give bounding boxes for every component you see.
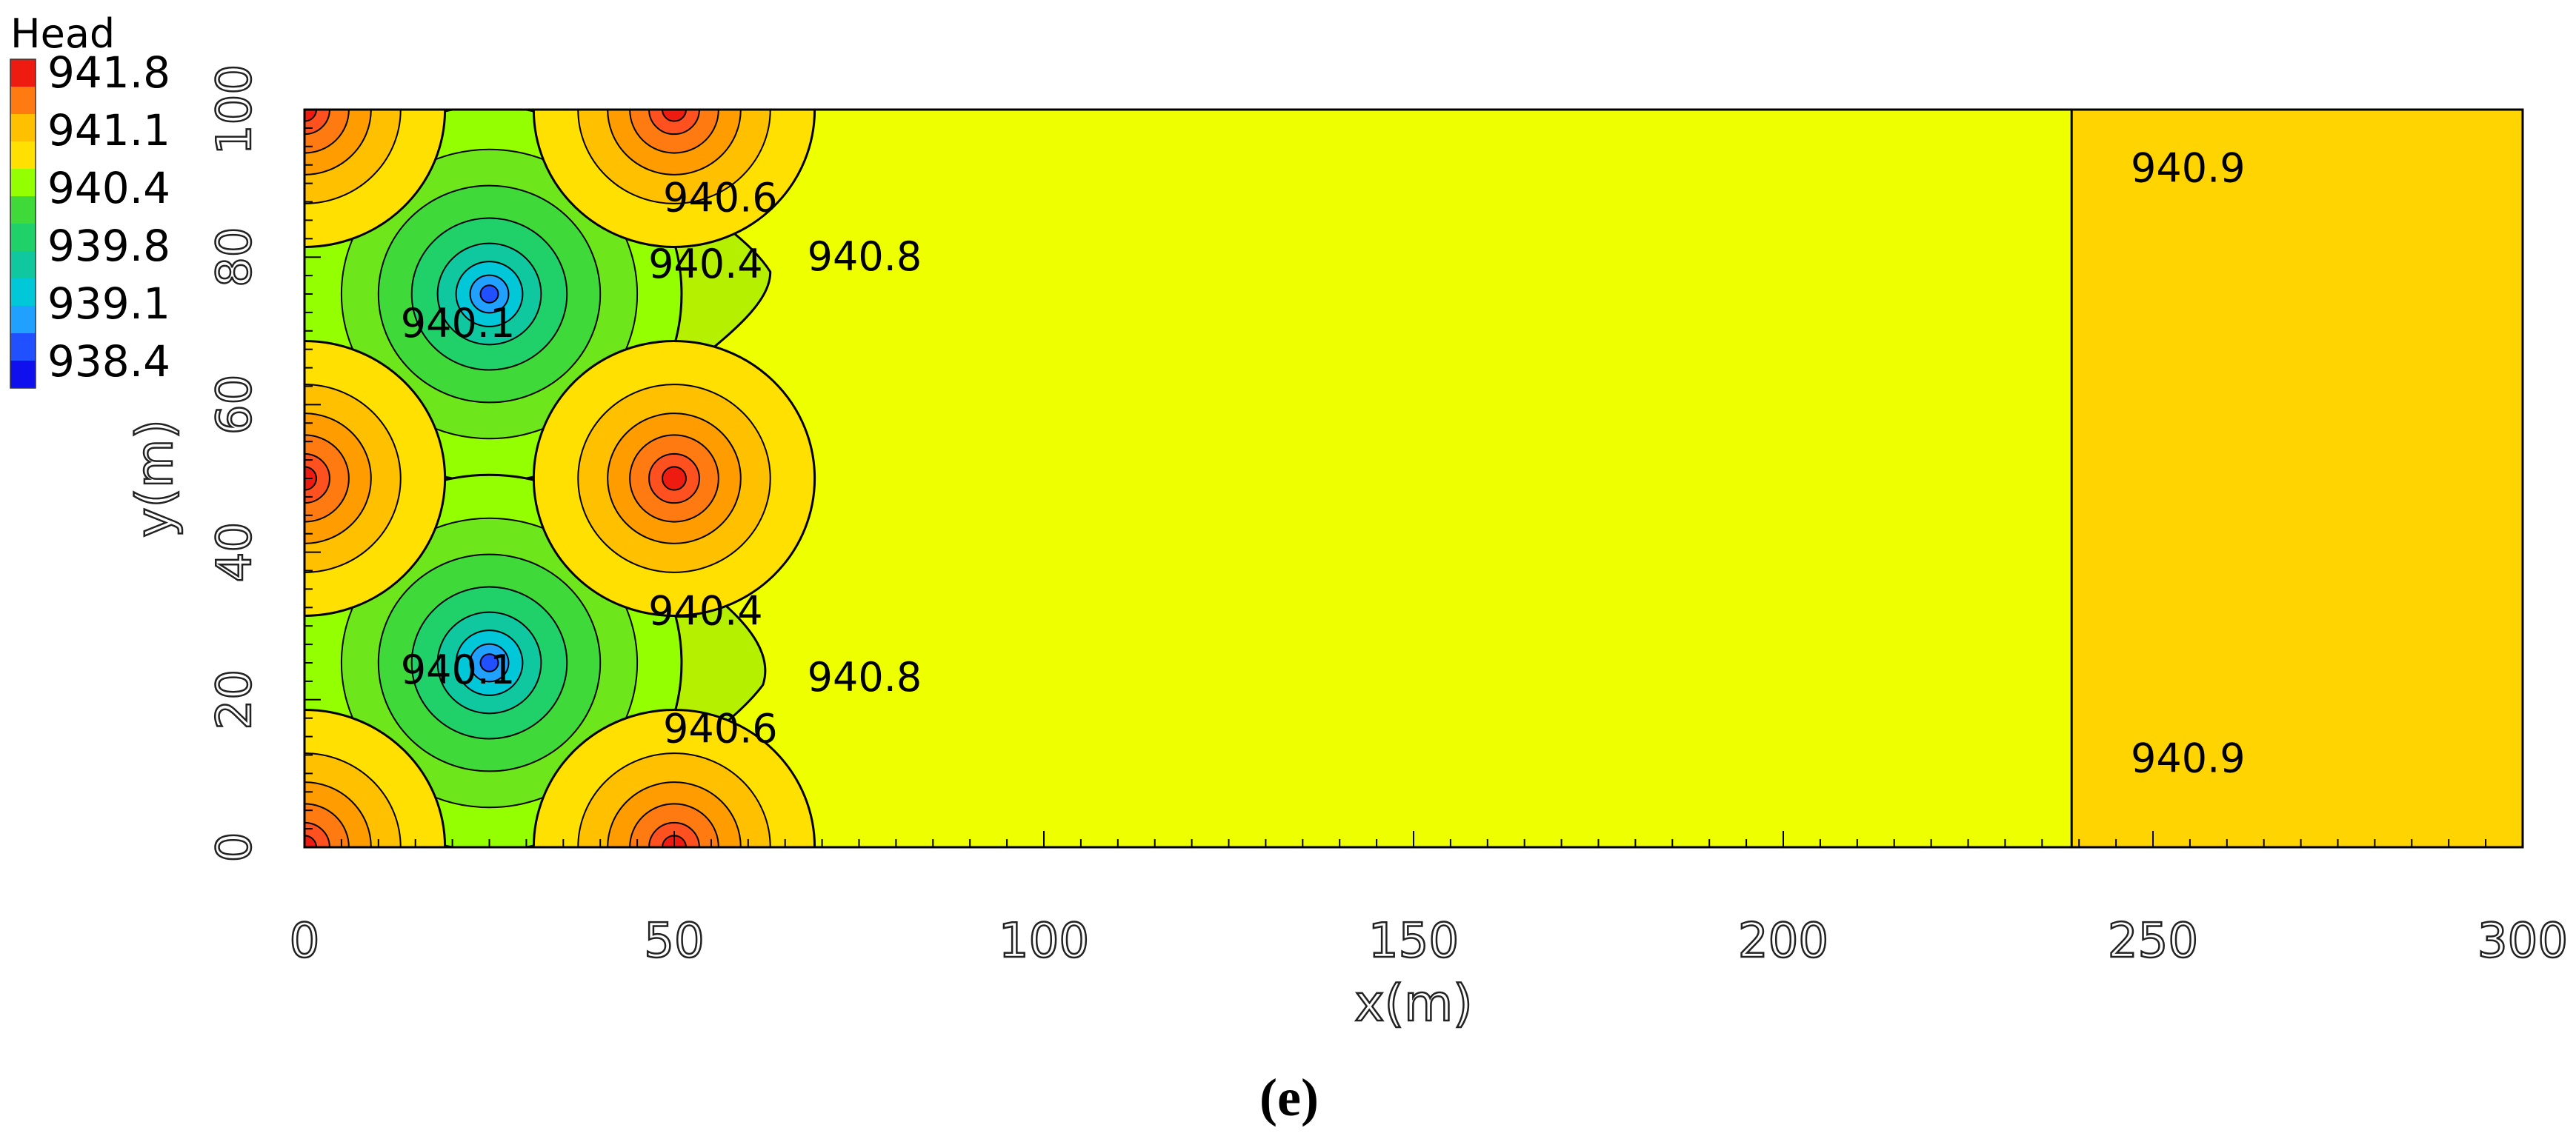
contour-ring-8 <box>479 284 499 304</box>
legend-swatch <box>10 196 36 224</box>
x-tick-label: 250 <box>2108 914 2198 969</box>
plot-area <box>304 110 2523 847</box>
y-tick-label: 20 <box>207 669 262 729</box>
y-tick-label: 40 <box>207 522 262 582</box>
contour-label-4: 940.1 <box>401 300 516 347</box>
legend-swatch <box>10 224 36 252</box>
legend-swatch <box>10 361 36 389</box>
legend-swatch <box>10 333 36 361</box>
legend-swatch <box>10 114 36 142</box>
well-injection-8 <box>304 709 447 847</box>
figure-caption: (e) <box>1259 1068 1319 1127</box>
axes: 0 50 100 150 200 250 300 0 20 40 60 80 100 <box>207 64 2569 970</box>
legend-label: 941.8 <box>47 47 170 98</box>
contour-ring-6 <box>662 466 687 491</box>
x-tick-label: 300 <box>2477 914 2568 969</box>
contour-label-3: 940.8 <box>808 233 922 280</box>
well-injection-3 <box>532 110 816 248</box>
y-axis-label: y(m) <box>126 419 184 538</box>
legend-label: 940.4 <box>47 163 170 213</box>
contour-fills <box>304 110 816 847</box>
contour-label-10: 940.9 <box>2131 735 2246 781</box>
legend-swatch <box>10 169 36 197</box>
legend-swatch <box>10 278 36 307</box>
legend-title: Head <box>10 10 115 57</box>
legend-label: 939.1 <box>47 278 170 329</box>
contour-label-5: 940.4 <box>648 587 763 634</box>
legend-swatch <box>10 251 36 279</box>
legend-label: 939.8 <box>47 221 170 271</box>
well-injection-6 <box>304 110 447 248</box>
x-tick-label: 150 <box>1368 914 1459 969</box>
x-axis-label: x(m) <box>1354 975 1473 1033</box>
x-tick-label: 200 <box>1738 914 1828 969</box>
contour-label-8: 940.6 <box>663 706 778 752</box>
legend-swatch <box>10 59 36 87</box>
legend-label: 938.4 <box>47 336 170 387</box>
contour-label-1: 940.6 <box>663 175 778 221</box>
x-tick-label: 50 <box>644 914 704 969</box>
y-tick-label: 80 <box>207 227 262 287</box>
well-injection-5 <box>532 709 816 847</box>
contour-labels: 940.6 940.4 940.8 940.1 940.4 940.8 940.1 940.6… <box>401 145 2246 782</box>
contour-label-9: 940.9 <box>2131 145 2246 192</box>
y-tick-label: 60 <box>207 375 262 435</box>
head-zone-2 <box>2071 110 2523 847</box>
x-tick-label: 0 <box>290 914 320 969</box>
legend-swatch <box>10 87 36 115</box>
color-legend: Head 941.8 941.1 940.4 939.8 939.1 938.4 <box>10 10 170 389</box>
contour-label-6: 940.8 <box>808 654 922 701</box>
well-injection-4 <box>532 340 816 617</box>
contour-ring-8 <box>479 653 499 672</box>
x-tick-label: 100 <box>999 914 1089 969</box>
contour-label-2: 940.4 <box>648 241 763 287</box>
legend-swatch <box>10 306 36 334</box>
legend-swatch <box>10 141 36 170</box>
y-tick-label: 100 <box>207 64 262 155</box>
contour-label-7: 940.1 <box>401 647 516 693</box>
legend-bar-frame <box>10 59 36 389</box>
y-tick-label: 0 <box>207 832 262 863</box>
legend-label: 941.1 <box>47 105 170 156</box>
